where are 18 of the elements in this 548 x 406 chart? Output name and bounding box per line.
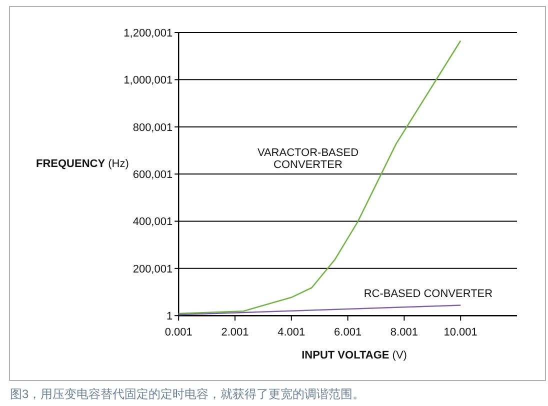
y-tick-label: 800,001: [132, 122, 173, 134]
x-tick-label: 2.001: [221, 326, 249, 339]
series-label: VARACTOR-BASED CONVERTER: [257, 147, 359, 172]
y-tick-label: 200,001: [132, 263, 173, 276]
x-tick-label: 8.001: [390, 326, 418, 339]
x-tick-label: 10.001: [444, 326, 478, 339]
y-tick-label: 600,001: [132, 169, 173, 182]
y-axis-title: FREQUENCY (Hz): [36, 158, 129, 170]
x-tick-label: 6.001: [334, 326, 362, 339]
x-tick-label: 0.001: [164, 326, 192, 339]
y-tick-label: 1,200,001: [124, 28, 173, 40]
y-tick-label: 400,001: [132, 216, 173, 228]
y-tick-label: 1,000,001: [124, 74, 173, 87]
series-label: RC-BASED CONVERTER: [364, 288, 493, 300]
x-axis-title: INPUT VOLTAGE (V): [302, 350, 407, 362]
caption: 图3，用压变电容替代固定的定时电容，就获得了更宽的调谐范围。: [10, 387, 365, 401]
x-tick-label: 4.001: [278, 326, 306, 339]
y-tick-label: 1: [166, 310, 173, 323]
